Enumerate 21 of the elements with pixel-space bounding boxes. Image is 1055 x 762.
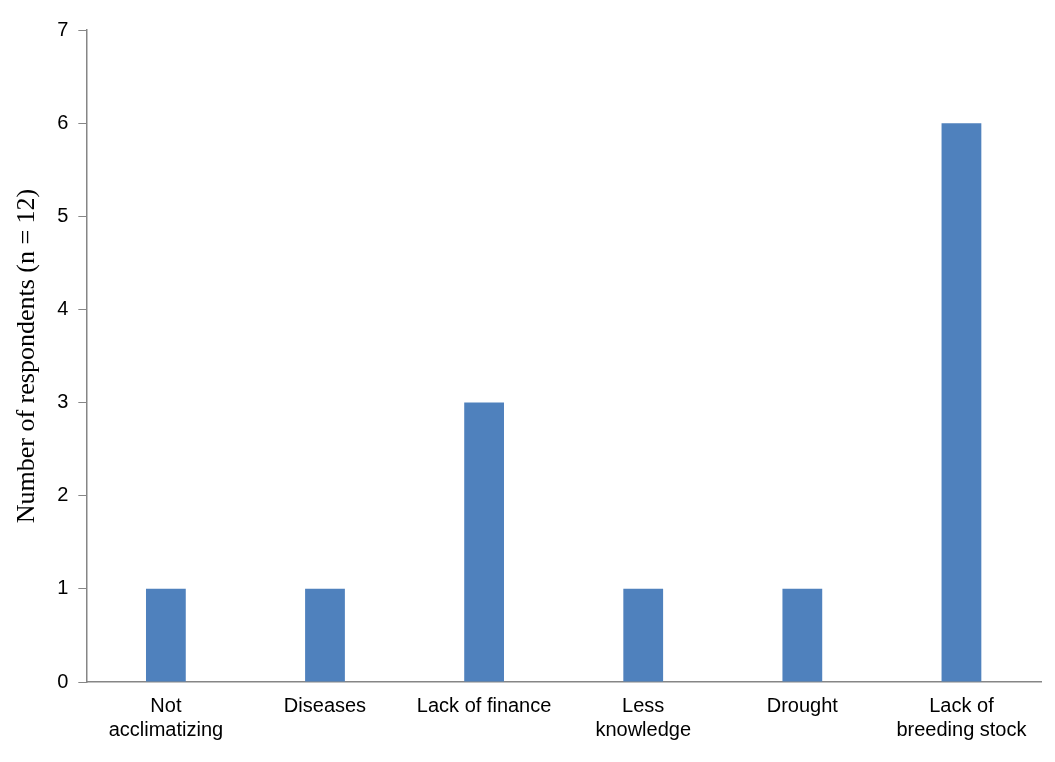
y-tick-label: 7 [57,17,69,40]
y-tick-label: 2 [57,483,69,506]
x-tick-label: Drought [766,693,839,716]
y-tick-label: 0 [57,669,69,692]
y-tick-label: 6 [57,110,69,133]
x-tick-label: Diseases [283,693,367,716]
bar [464,402,504,682]
bar [623,588,664,682]
y-tick-label: 4 [57,296,69,319]
y-tick-label: 5 [57,203,69,226]
y-tick-label: 3 [57,390,69,413]
x-tick-label: Lack of finance [416,693,552,716]
y-axis-title: Number of respondents (n = 12) [11,188,41,524]
bar [782,588,823,682]
bar [145,588,186,682]
x-tick-label: Lack of breeding stock [896,693,1028,740]
bar [941,123,982,682]
bar [305,588,345,682]
y-tick-label: 1 [57,576,69,599]
x-tick-label: Less knowledge [595,693,692,740]
x-tick-label: Not acclimatizing [108,693,224,740]
